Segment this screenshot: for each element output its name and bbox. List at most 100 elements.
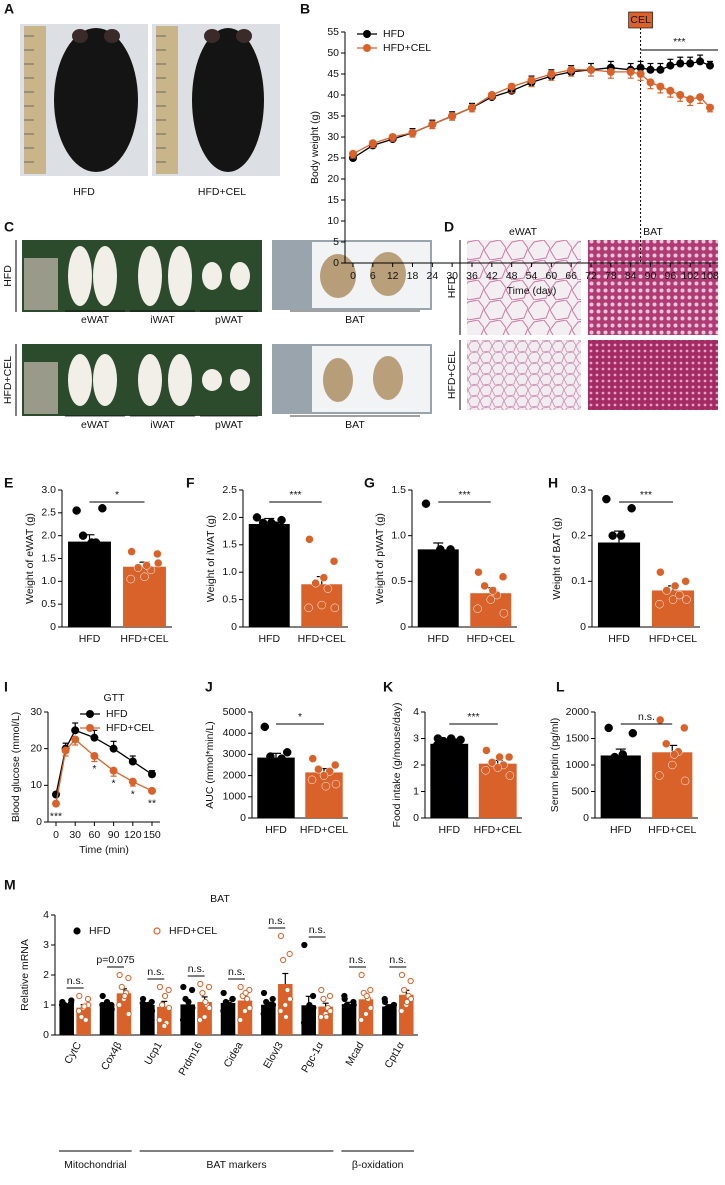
data-point bbox=[646, 65, 655, 74]
significance: * bbox=[298, 711, 302, 723]
data-point bbox=[125, 974, 132, 982]
y-tick-label: 50 bbox=[327, 47, 339, 59]
x-tick-label: CytC bbox=[62, 1040, 84, 1067]
data-point bbox=[252, 513, 262, 522]
data-point bbox=[241, 1007, 249, 1015]
ear bbox=[72, 29, 88, 43]
data-point bbox=[58, 1001, 66, 1009]
data-point bbox=[220, 989, 227, 997]
data-point bbox=[675, 590, 684, 600]
data-point bbox=[304, 603, 313, 613]
x-tick-label: 6 bbox=[370, 270, 376, 282]
legend-label: HFD+CEL bbox=[106, 722, 154, 734]
y-tick-label: 35 bbox=[327, 110, 339, 122]
x-axis-label: Time (day) bbox=[507, 285, 557, 297]
data-point bbox=[144, 1001, 152, 1009]
tissue-label: pWAT bbox=[215, 314, 244, 326]
data-point bbox=[349, 149, 357, 158]
data-point bbox=[614, 567, 624, 577]
y-tick-label: 2000 bbox=[223, 769, 247, 781]
y-tick-label: 0 bbox=[400, 621, 406, 633]
y-tick-label: 15 bbox=[327, 194, 339, 206]
data-point bbox=[504, 752, 514, 762]
data-point bbox=[341, 992, 348, 1000]
significance: *** bbox=[467, 711, 479, 723]
data-point bbox=[99, 1001, 106, 1009]
legend-marker bbox=[86, 724, 94, 732]
chart-title: GTT bbox=[104, 692, 126, 704]
data-point bbox=[326, 992, 334, 1000]
data-point bbox=[126, 574, 136, 584]
x-tick-label: Cox4β bbox=[99, 1040, 125, 1072]
y-tick-label: 10 bbox=[30, 779, 42, 791]
column-label: BAT bbox=[643, 226, 663, 238]
data-point bbox=[447, 549, 456, 559]
y-tick-label: 1.0 bbox=[222, 566, 237, 578]
x-tick-label: HFD+CEL bbox=[300, 824, 348, 836]
data-point bbox=[229, 995, 236, 1003]
data-point bbox=[499, 609, 509, 618]
panel-letter: I bbox=[4, 679, 8, 695]
data-point bbox=[139, 1000, 146, 1007]
data-point bbox=[278, 554, 287, 563]
data-point bbox=[363, 992, 370, 1000]
data-point bbox=[271, 758, 281, 768]
data-point bbox=[165, 1004, 173, 1012]
data-point bbox=[448, 112, 457, 120]
data-point bbox=[434, 554, 443, 563]
data-point bbox=[90, 752, 99, 760]
y-tick-label: 0.2 bbox=[571, 529, 586, 541]
significance: ** bbox=[148, 798, 156, 810]
tissue-label: BAT bbox=[345, 314, 365, 326]
significance: *** bbox=[50, 810, 62, 822]
data-point bbox=[629, 758, 638, 767]
ear bbox=[104, 29, 120, 43]
x-tick-label: 12 bbox=[387, 270, 399, 282]
data-point bbox=[330, 760, 340, 770]
data-point bbox=[676, 59, 685, 68]
bat-depot bbox=[323, 358, 353, 402]
data-point bbox=[277, 515, 286, 525]
data-point bbox=[706, 61, 714, 70]
data-point bbox=[148, 1007, 156, 1015]
data-point bbox=[128, 757, 137, 766]
y-tick-label: 1.5 bbox=[222, 539, 237, 551]
data-point bbox=[156, 983, 164, 991]
data-point bbox=[71, 735, 80, 744]
y-tick-label: 5 bbox=[333, 236, 339, 248]
data-point bbox=[283, 764, 293, 774]
data-point bbox=[116, 971, 123, 979]
data-point bbox=[140, 572, 149, 582]
data-point bbox=[260, 989, 268, 997]
data-point bbox=[310, 1004, 317, 1012]
data-point bbox=[358, 1016, 365, 1024]
data-point bbox=[184, 1013, 191, 1021]
data-point bbox=[303, 1007, 310, 1015]
data-point bbox=[668, 760, 677, 770]
data-point bbox=[251, 529, 261, 539]
x-tick-label: 90 bbox=[645, 270, 657, 282]
data-point bbox=[323, 1013, 330, 1021]
x-tick-label: 108 bbox=[701, 270, 719, 282]
y-tick-label: 1500 bbox=[566, 732, 590, 744]
data-point bbox=[314, 764, 323, 774]
data-point bbox=[72, 506, 81, 515]
data-point bbox=[507, 82, 516, 91]
data-point bbox=[628, 728, 638, 738]
data-point bbox=[301, 941, 308, 949]
data-point bbox=[323, 584, 333, 593]
significance: *** bbox=[289, 489, 301, 501]
data-point bbox=[686, 95, 695, 104]
legend-marker bbox=[363, 44, 371, 52]
data-point bbox=[686, 59, 695, 68]
y-axis-label: Food intake (g/mouse/day) bbox=[391, 703, 403, 828]
data-point bbox=[125, 1010, 132, 1018]
y-tick-label: 25 bbox=[327, 152, 339, 164]
x-tick-label: Prdm16 bbox=[176, 1040, 205, 1078]
data-point bbox=[237, 983, 244, 991]
data-point bbox=[225, 1001, 232, 1009]
panel-letter: A bbox=[4, 1, 14, 17]
data-point bbox=[133, 563, 143, 572]
fat-depot bbox=[202, 369, 222, 391]
